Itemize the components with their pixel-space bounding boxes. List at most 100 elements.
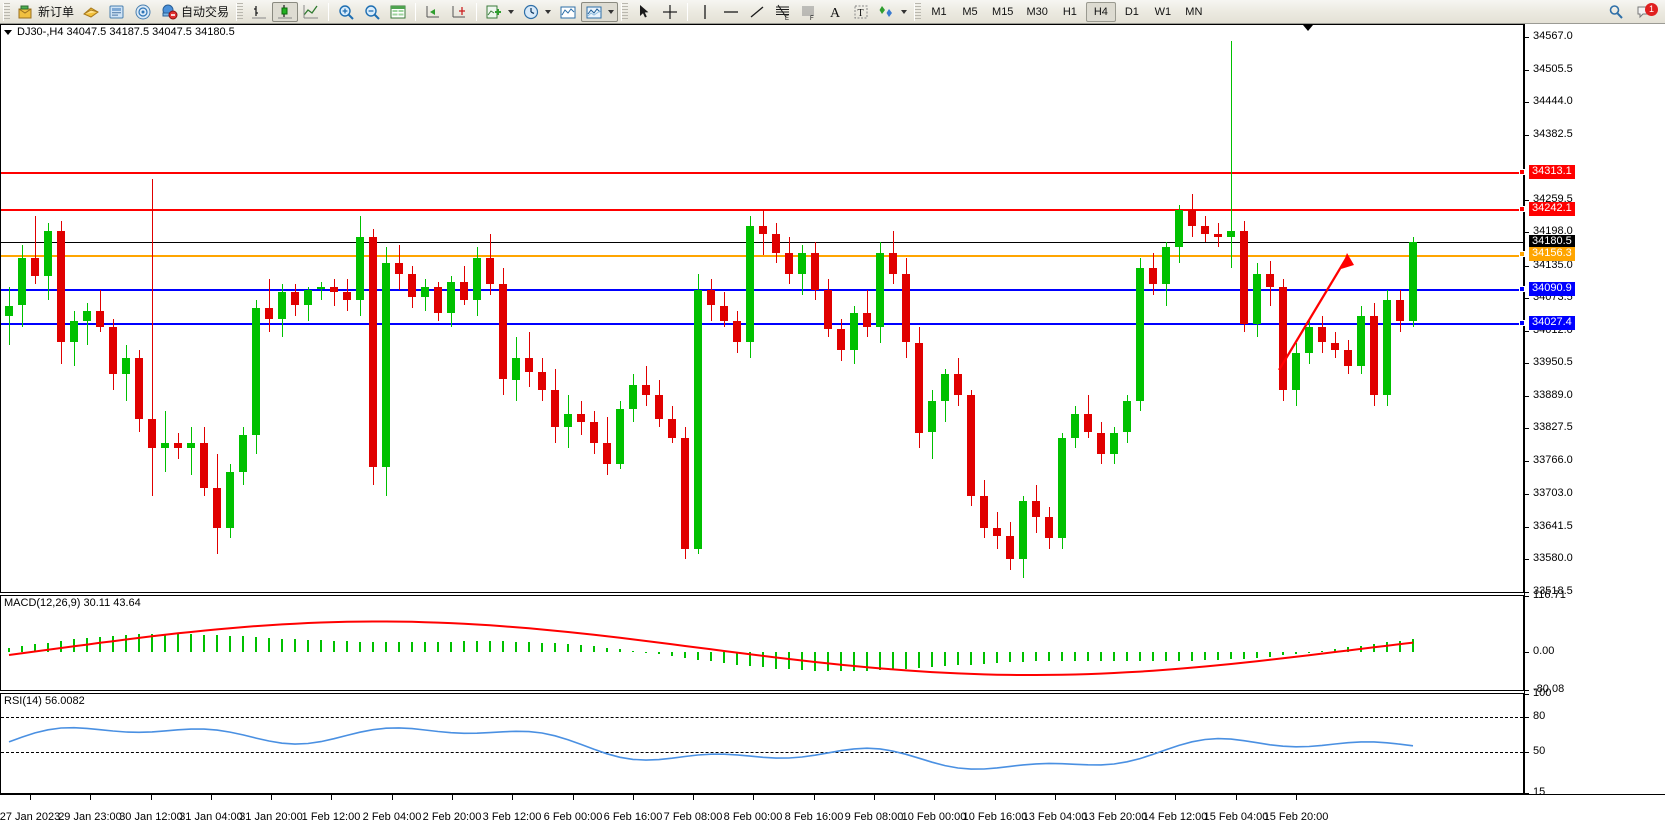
templates-dropdown-button[interactable] bbox=[581, 1, 619, 22]
timeframe-h1[interactable]: H1 bbox=[1062, 5, 1077, 18]
price-axis-label: 33580.0 bbox=[1533, 552, 1573, 565]
timeframe-m5[interactable]: M5 bbox=[962, 5, 978, 18]
price-level-handle[interactable] bbox=[1519, 319, 1525, 326]
time-axis-label: 30 Jan 12:00 bbox=[119, 811, 183, 823]
chart-collapse-caret-icon[interactable] bbox=[1303, 25, 1313, 31]
macd-histogram-bar bbox=[788, 651, 790, 670]
price-axis[interactable]: 34567.0 34505.5 34444.0 34382.5 34259.5 34198… bbox=[1519, 24, 1665, 798]
cursor-button[interactable] bbox=[631, 2, 657, 22]
candle-body bbox=[772, 234, 780, 253]
chart-menu-caret-icon[interactable] bbox=[4, 29, 12, 35]
candle-body bbox=[1045, 517, 1053, 539]
period-button[interactable] bbox=[518, 2, 555, 22]
chart-area[interactable]: DJ30-,H4 34047.5 34187.5 34047.5 34180.5… bbox=[0, 24, 1665, 837]
time-axis-label: 15 Feb 04:00 bbox=[1203, 811, 1269, 823]
autotrade-button[interactable]: 自动交易 bbox=[156, 2, 233, 22]
period-icon bbox=[523, 4, 539, 19]
macd-pane[interactable]: MACD(12,26,9) 30.11 43.64 bbox=[0, 595, 1524, 691]
toolbar-grip-4[interactable] bbox=[914, 2, 922, 21]
timeframe-d1[interactable]: D1 bbox=[1124, 5, 1139, 18]
price-level-line-1[interactable] bbox=[1, 209, 1523, 212]
text-label-button[interactable]: T bbox=[848, 2, 874, 22]
chart-shift-button[interactable] bbox=[420, 2, 446, 22]
timeframe-mn[interactable]: MN bbox=[1185, 5, 1203, 18]
add-indicator-caret-icon[interactable] bbox=[508, 9, 515, 14]
data-window-button[interactable] bbox=[385, 2, 411, 22]
macd-plot[interactable] bbox=[1, 596, 1523, 690]
price-level-line-5[interactable] bbox=[1, 322, 1523, 325]
news-icon bbox=[109, 5, 124, 18]
vertical-line-button[interactable] bbox=[692, 2, 718, 22]
templates-button[interactable] bbox=[555, 2, 581, 22]
timeframe-m30[interactable]: M30 bbox=[1026, 5, 1048, 18]
price-level-line-2[interactable] bbox=[1, 241, 1523, 243]
fibonacci-button[interactable]: E bbox=[770, 2, 796, 22]
price-level-line-4[interactable] bbox=[1, 289, 1523, 292]
add-indicator-button[interactable] bbox=[481, 2, 518, 22]
timeframe-m1[interactable]: M1 bbox=[931, 5, 947, 18]
price-level-line-3[interactable] bbox=[1, 254, 1523, 257]
rsi-pane[interactable]: RSI(14) 56.0082 bbox=[0, 693, 1524, 794]
macd-histogram-bar bbox=[697, 651, 699, 660]
price-level-handle[interactable] bbox=[1519, 251, 1525, 258]
macd-histogram-bar bbox=[996, 651, 998, 664]
price-level-handle[interactable] bbox=[1519, 206, 1525, 213]
price-level-tag-last-price[interactable]: 34180.5 bbox=[1529, 234, 1575, 249]
price-level-tag-resistance[interactable]: 34242.1 bbox=[1529, 202, 1575, 217]
price-level-tag-pivot[interactable]: 34156.3 bbox=[1529, 247, 1575, 262]
candle-body bbox=[668, 419, 676, 438]
text-button[interactable]: A bbox=[822, 2, 848, 22]
news-button[interactable] bbox=[104, 2, 130, 22]
candle-body bbox=[876, 252, 884, 327]
timeframe-h4[interactable]: H4 bbox=[1085, 1, 1116, 22]
candle-body bbox=[1305, 326, 1313, 354]
shapes-button[interactable] bbox=[874, 2, 911, 22]
price-plot[interactable] bbox=[1, 25, 1523, 592]
trend-arrow-annotation[interactable] bbox=[1, 25, 1523, 592]
price-axis-label: 33827.5 bbox=[1533, 421, 1573, 434]
price-axis-label: 34198.0 bbox=[1533, 225, 1573, 238]
auto-scroll-button[interactable] bbox=[446, 2, 472, 22]
price-level-line-0[interactable] bbox=[1, 171, 1523, 174]
candle-body bbox=[915, 342, 923, 433]
time-axis[interactable]: 27 Jan 2023 29 Jan 23:00 30 Jan 12:00 31 Ja… bbox=[0, 794, 1665, 837]
signal-button[interactable] bbox=[130, 2, 156, 22]
trendline-button[interactable] bbox=[744, 2, 770, 22]
candle-body bbox=[1201, 226, 1209, 234]
price-pane[interactable] bbox=[0, 24, 1524, 593]
notifications-button[interactable]: 1 bbox=[1631, 2, 1658, 22]
macd-histogram-bar bbox=[970, 651, 972, 665]
price-axis-tick bbox=[1525, 526, 1529, 528]
price-level-handle[interactable] bbox=[1519, 286, 1525, 293]
timeframe-m15[interactable]: M15 bbox=[992, 5, 1014, 18]
search-button[interactable] bbox=[1603, 2, 1629, 22]
candle-body bbox=[317, 286, 325, 290]
toolbar-grip-2[interactable] bbox=[236, 2, 244, 21]
candlestick-chart-button[interactable] bbox=[272, 1, 299, 22]
crosshair-button[interactable] bbox=[657, 2, 683, 22]
price-level-tag-resistance[interactable]: 34313.1 bbox=[1529, 164, 1575, 179]
timeframe-w1[interactable]: W1 bbox=[1154, 5, 1172, 18]
price-axis-label: 34012.0 bbox=[1533, 323, 1573, 336]
macd-histogram-bar bbox=[203, 634, 205, 652]
horizontal-line-button[interactable] bbox=[718, 2, 744, 22]
equidistant-channel-button[interactable]: F bbox=[796, 2, 822, 22]
toolbar-grip-3[interactable] bbox=[621, 2, 629, 21]
period-caret-icon[interactable] bbox=[545, 9, 552, 14]
bar-chart-button[interactable] bbox=[246, 2, 272, 22]
book-button[interactable] bbox=[78, 2, 104, 22]
price-level-tag-support[interactable]: 34027.4 bbox=[1529, 315, 1575, 330]
shapes-caret-icon[interactable] bbox=[901, 9, 908, 14]
rsi-plot[interactable] bbox=[1, 694, 1523, 793]
time-axis-tick bbox=[934, 795, 935, 800]
line-chart-button[interactable] bbox=[298, 2, 324, 22]
zoom-in-button[interactable] bbox=[333, 2, 359, 22]
new-order-button[interactable]: 新订单 bbox=[13, 2, 78, 22]
new-order-icon bbox=[18, 5, 32, 18]
price-level-handle[interactable] bbox=[1519, 168, 1525, 175]
templates-caret-icon[interactable] bbox=[608, 9, 615, 14]
price-level-tag-support[interactable]: 34090.9 bbox=[1529, 282, 1575, 297]
toolbar-grip[interactable] bbox=[3, 2, 10, 21]
zoom-out-button[interactable] bbox=[359, 2, 385, 22]
cursor-icon bbox=[640, 4, 649, 17]
